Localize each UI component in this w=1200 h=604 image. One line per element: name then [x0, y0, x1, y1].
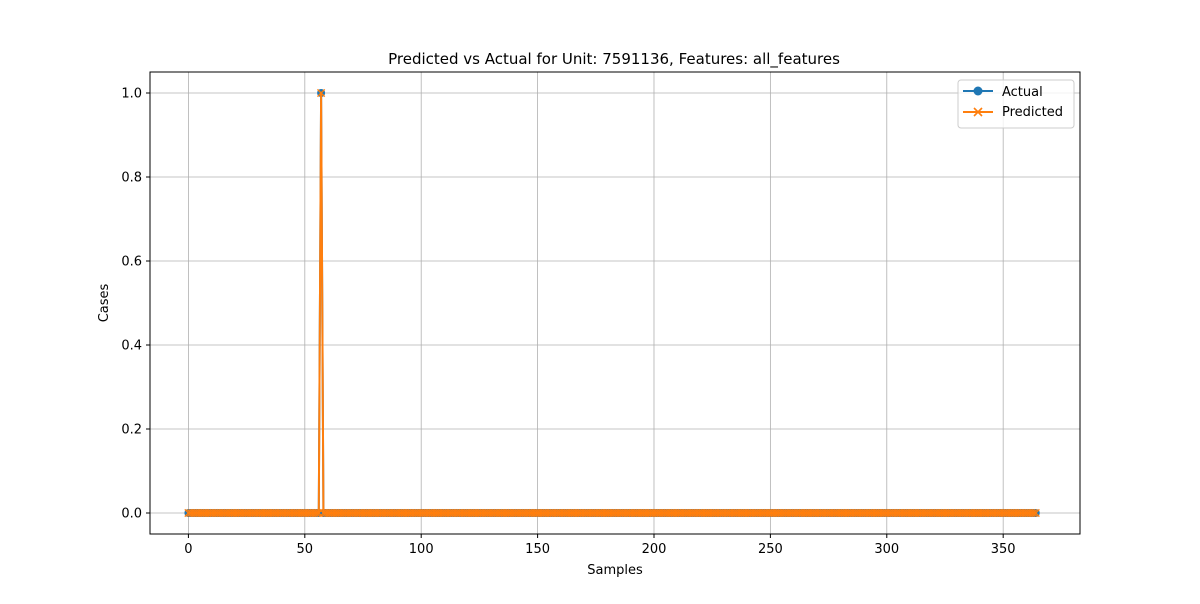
predicted-point	[1031, 508, 1040, 518]
predicted-point	[317, 88, 326, 98]
plot-frame	[149, 71, 1081, 535]
predicted-point	[312, 508, 321, 518]
y-tick-label: 0.2	[121, 423, 142, 438]
x-tick-label: 200	[642, 542, 667, 557]
y-axis-label: Cases	[97, 283, 112, 322]
chart-title: Predicted vs Actual for Unit: 7591136, F…	[388, 50, 840, 69]
x-tick-label: 0	[184, 542, 192, 557]
legend: Actual Predicted	[957, 79, 1075, 129]
x-tick-label: 150	[525, 542, 550, 557]
x-tick-label: 250	[758, 542, 783, 557]
y-tick-label: 0.0	[121, 507, 142, 522]
x-tick-label: 100	[409, 542, 434, 557]
x-axis-label: Samples	[587, 563, 643, 578]
legend-actual-marker	[973, 86, 983, 96]
x-tick-label: 300	[874, 542, 899, 557]
y-tick-label: 1.0	[121, 87, 142, 102]
x-tick-label: 350	[991, 542, 1016, 557]
legend-actual-label: Actual	[1002, 85, 1043, 100]
y-tick-label: 0.4	[121, 339, 142, 354]
y-tick-label: 0.6	[121, 255, 142, 270]
legend-predicted-marker	[973, 107, 983, 117]
x-tick-label: 50	[297, 542, 314, 557]
y-tick-label: 0.8	[121, 171, 142, 186]
legend-predicted-label: Predicted	[1002, 105, 1063, 120]
tick-layer: 0 50 100 150 200 250 300 350 0.0 0.2 0.4 0.6 0.8 1.0	[121, 87, 1015, 558]
series-layer	[184, 88, 1040, 518]
predicted-point	[1029, 508, 1038, 518]
